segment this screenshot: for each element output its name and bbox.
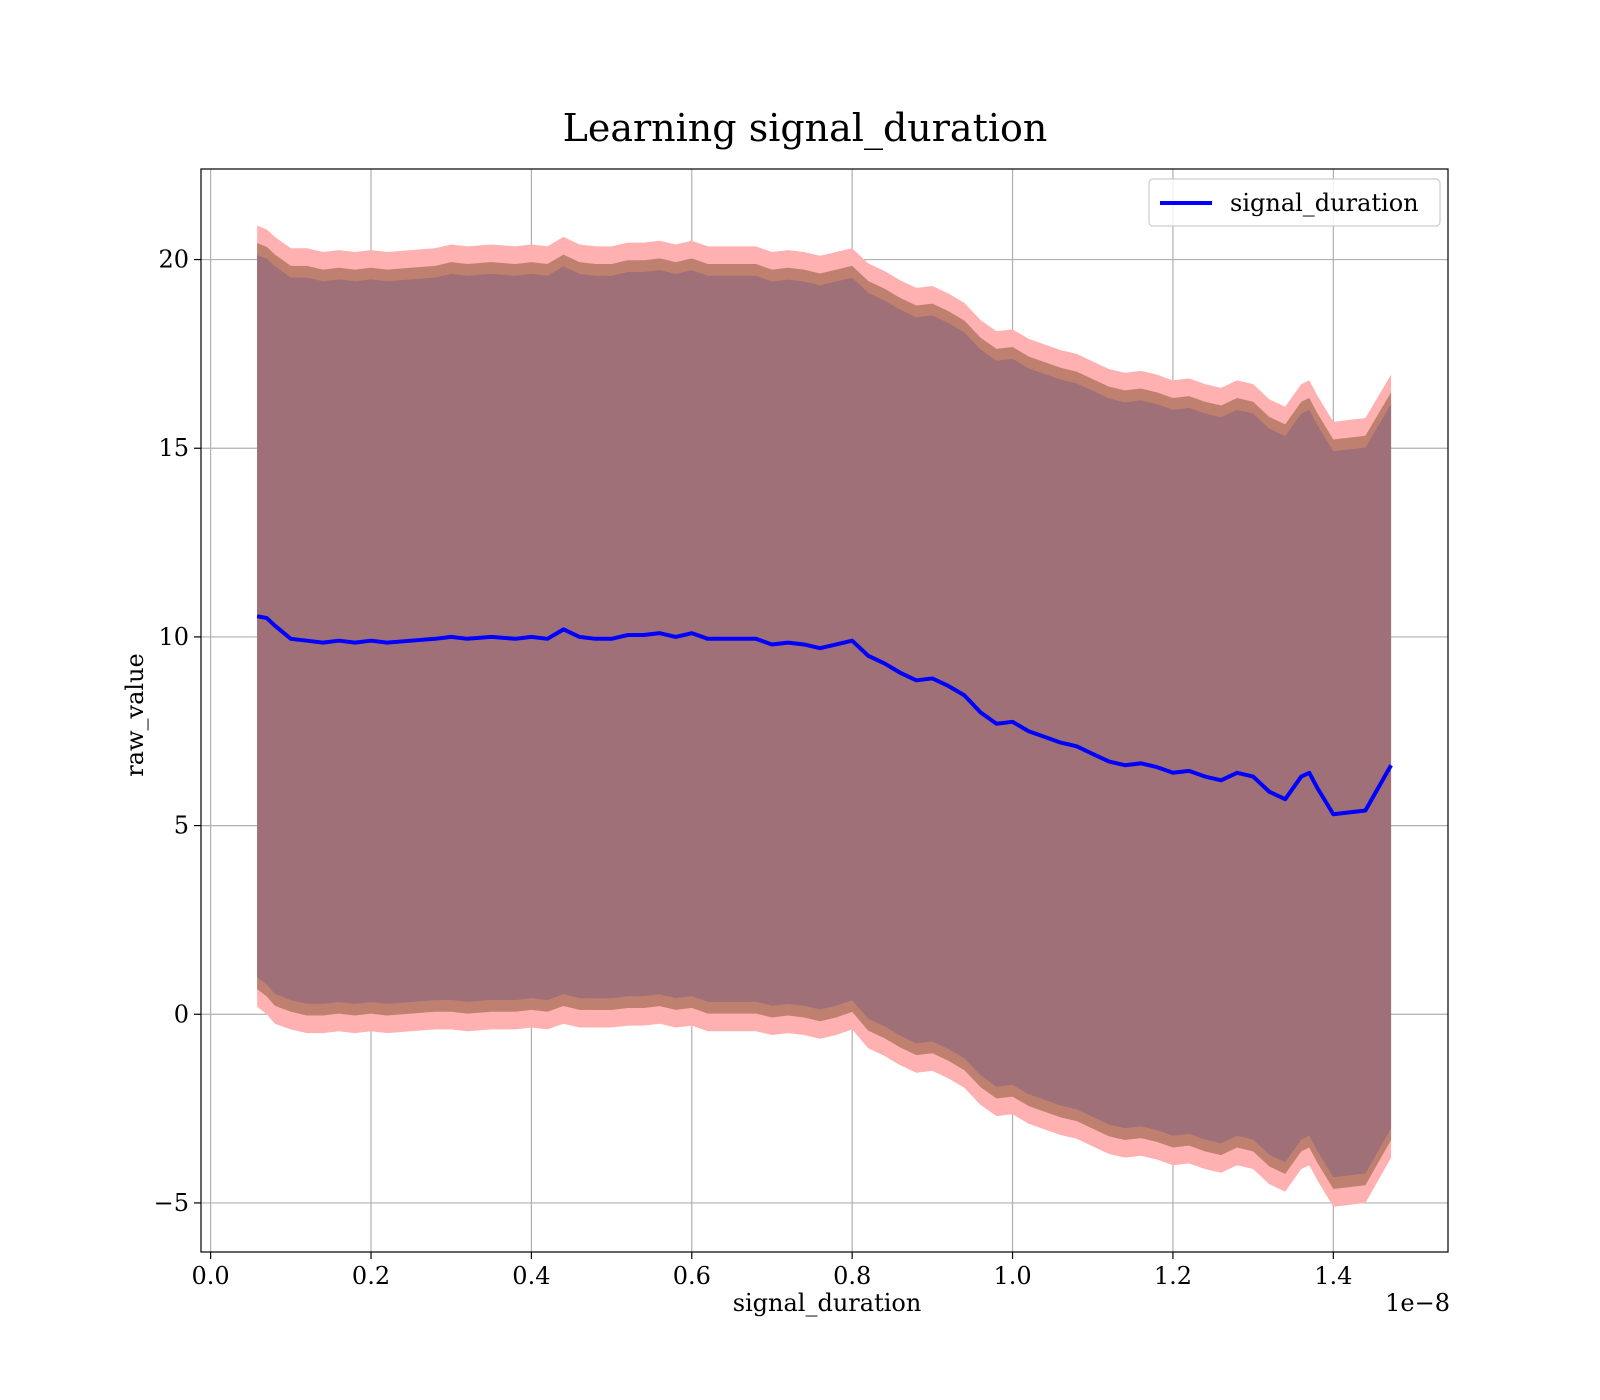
x-tick-label: 0.4 (512, 1262, 550, 1290)
x-axis-offset-label: 1e−8 (1385, 1289, 1450, 1317)
legend-label-signal-duration: signal_duration (1230, 189, 1419, 217)
legend-box (1148, 178, 1441, 227)
chart-title: Learning signal_duration (563, 106, 1048, 151)
y-tick-label: 0 (174, 1000, 189, 1028)
series-line-signal-duration (256, 614, 1393, 817)
x-tick-label: 1.4 (1314, 1262, 1352, 1290)
x-tick-label: 1.2 (1154, 1262, 1192, 1290)
x-tick-label: 0.8 (833, 1262, 871, 1290)
x-tick-label: 0.0 (192, 1262, 230, 1290)
confidence-bands (257, 225, 1392, 1207)
x-tick-label: 1.0 (993, 1262, 1031, 1290)
y-tick-label: 20 (158, 246, 189, 274)
y-tick-label: 10 (158, 623, 189, 651)
x-tick-label: 0.2 (352, 1262, 390, 1290)
y-tick-label: −5 (154, 1189, 189, 1217)
plot-area-frame (200, 168, 1449, 1253)
x-tick-label: 0.6 (673, 1262, 711, 1290)
legend: signal_duration (1148, 178, 1441, 227)
series-lines (256, 614, 1393, 817)
y-axis-label: raw_value (121, 653, 149, 777)
y-tick-label: 5 (174, 812, 189, 840)
x-axis-label: signal_duration (733, 1289, 922, 1317)
y-tick-label: 15 (158, 434, 189, 462)
band-inner (257, 254, 1392, 1178)
axis-ticks: 0.0 0.2 0.4 0.6 0.8 1.0 1.2 1.4 −5 0 5 10 15 20 (154, 246, 1353, 1290)
